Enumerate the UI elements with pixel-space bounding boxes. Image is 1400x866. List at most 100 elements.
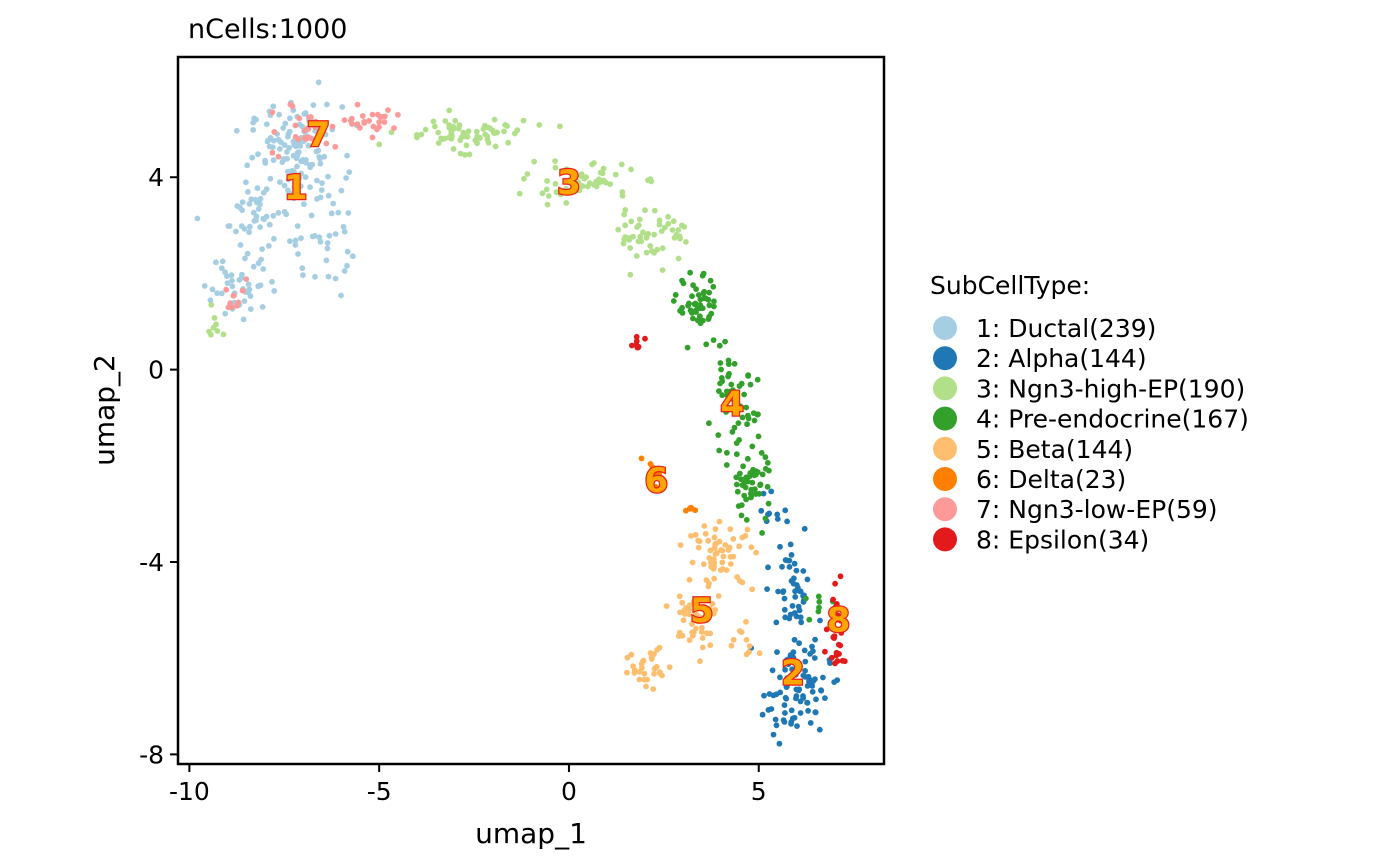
point-cluster-2 <box>774 511 781 518</box>
point-cluster-8 <box>841 658 848 665</box>
point-cluster-1 <box>338 292 344 299</box>
point-cluster-5 <box>654 646 661 653</box>
point-cluster-4 <box>689 309 695 316</box>
point-cluster-4 <box>728 395 735 402</box>
point-cluster-8 <box>822 648 828 655</box>
point-cluster-3 <box>659 267 666 273</box>
legend-key-1 <box>933 316 957 340</box>
point-cluster-3 <box>552 180 559 187</box>
point-cluster-1 <box>260 189 267 196</box>
point-cluster-3 <box>620 240 627 247</box>
legend-label-6: 6: Delta(23) <box>976 465 1126 494</box>
point-cluster-3 <box>600 165 607 172</box>
point-cluster-1 <box>270 103 277 110</box>
point-cluster-4 <box>734 488 741 495</box>
point-cluster-2 <box>789 657 796 663</box>
point-cluster-5 <box>686 606 693 613</box>
point-cluster-4 <box>759 530 765 536</box>
point-cluster-7 <box>369 134 376 141</box>
point-cluster-2 <box>773 691 780 698</box>
point-cluster-3 <box>418 131 425 138</box>
point-cluster-2 <box>759 711 766 718</box>
point-cluster-2 <box>784 675 790 682</box>
point-cluster-2 <box>780 589 786 595</box>
point-cluster-3 <box>430 118 437 125</box>
series-points-7 <box>223 101 401 311</box>
point-cluster-1 <box>294 223 301 230</box>
point-cluster-4 <box>689 293 695 300</box>
series-points-8 <box>629 333 850 667</box>
point-cluster-5 <box>636 676 643 683</box>
point-cluster-3 <box>643 234 650 241</box>
point-cluster-6 <box>651 475 657 482</box>
point-cluster-1 <box>285 176 292 183</box>
point-cluster-5 <box>701 603 707 610</box>
series-points-5 <box>624 518 763 692</box>
point-cluster-1 <box>296 173 303 179</box>
point-cluster-1 <box>262 157 268 164</box>
point-cluster-4 <box>694 303 701 310</box>
point-cluster-1 <box>338 187 345 194</box>
point-cluster-3 <box>619 189 626 195</box>
point-cluster-1 <box>324 245 331 252</box>
point-cluster-1 <box>287 238 293 245</box>
point-cluster-5 <box>657 669 663 676</box>
point-cluster-1 <box>213 259 219 266</box>
point-cluster-5 <box>696 538 703 545</box>
point-cluster-7 <box>349 121 355 127</box>
point-cluster-1 <box>284 149 290 155</box>
point-cluster-1 <box>307 184 313 191</box>
point-cluster-7 <box>312 118 319 125</box>
point-cluster-3 <box>208 301 215 308</box>
point-cluster-4 <box>764 459 771 466</box>
point-cluster-3 <box>462 152 468 158</box>
point-cluster-3 <box>213 321 220 328</box>
point-cluster-2 <box>796 640 802 647</box>
point-cluster-1 <box>325 173 331 180</box>
point-cluster-4 <box>694 317 701 324</box>
x-tick-label: 0 <box>561 777 577 806</box>
point-cluster-4 <box>716 447 723 454</box>
point-cluster-1 <box>254 185 261 192</box>
point-cluster-1 <box>233 127 240 134</box>
point-cluster-5 <box>705 583 712 590</box>
point-cluster-2 <box>811 655 818 661</box>
point-cluster-2 <box>784 518 790 525</box>
point-cluster-1 <box>219 258 226 265</box>
point-cluster-5 <box>681 607 688 614</box>
point-cluster-3 <box>669 227 676 233</box>
point-cluster-3 <box>442 118 449 124</box>
point-cluster-5 <box>748 544 755 551</box>
point-cluster-1 <box>244 162 251 169</box>
point-cluster-8 <box>642 335 648 342</box>
cluster-label-8: 8 <box>827 601 851 641</box>
point-cluster-4 <box>726 388 733 395</box>
point-cluster-3 <box>435 129 442 136</box>
point-cluster-2 <box>761 692 767 699</box>
point-cluster-4 <box>690 282 696 289</box>
point-cluster-1 <box>277 179 283 186</box>
point-cluster-5 <box>686 637 693 644</box>
point-cluster-1 <box>339 104 346 110</box>
point-cluster-7 <box>341 117 348 123</box>
point-cluster-2 <box>795 603 802 610</box>
point-cluster-3 <box>456 122 463 129</box>
point-cluster-5 <box>694 618 701 625</box>
point-cluster-3 <box>211 315 218 321</box>
point-cluster-1 <box>253 217 259 224</box>
point-cluster-1 <box>194 215 201 222</box>
point-cluster-2 <box>766 691 773 697</box>
point-cluster-5 <box>737 578 743 584</box>
point-cluster-1 <box>308 212 315 219</box>
point-cluster-5 <box>686 611 692 618</box>
point-cluster-3 <box>576 187 583 194</box>
point-cluster-3 <box>670 218 677 225</box>
point-cluster-1 <box>241 298 248 304</box>
point-cluster-1 <box>237 242 244 248</box>
point-cluster-1 <box>294 149 301 156</box>
point-cluster-4 <box>749 479 756 486</box>
point-cluster-1 <box>222 310 229 317</box>
point-cluster-2 <box>817 617 823 624</box>
point-cluster-1 <box>346 169 353 176</box>
point-cluster-2 <box>782 557 789 563</box>
